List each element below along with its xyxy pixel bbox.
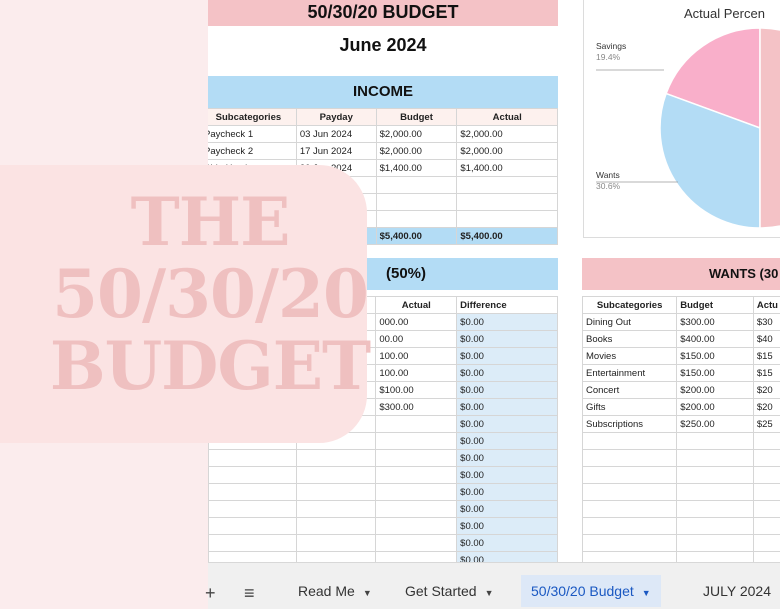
table-row[interactable]: Subscriptions $250.00 $25 (581, 415, 780, 433)
table-row[interactable]: $0.00 (208, 534, 558, 552)
wants-heading: WANTS (30 (582, 258, 780, 290)
table-row[interactable]: Dining Out $300.00 $30 (581, 313, 780, 331)
actual-percent-chart[interactable]: Actual Percen Savings 19.4% Wants 30.6% (583, 0, 780, 238)
table-row[interactable]: $0.00 (208, 517, 558, 535)
chevron-down-icon: ▼ (362, 588, 372, 598)
table-row[interactable] (581, 432, 780, 450)
table-row[interactable] (581, 483, 780, 501)
pie-chart-svg (596, 27, 780, 229)
table-row[interactable]: Books $400.00 $40 (581, 330, 780, 348)
tab-get-started[interactable]: Get Started ▼ (405, 583, 494, 599)
pie-pct-savings: 19.4% (596, 52, 621, 62)
table-row[interactable]: Concert $200.00 $20 (581, 381, 780, 399)
table-row[interactable] (581, 449, 780, 467)
plus-icon[interactable]: + (205, 583, 216, 603)
income-col-actual: Actual (456, 108, 558, 126)
table-row[interactable] (581, 517, 780, 535)
income-col-subcategories: Subcategories (208, 108, 297, 126)
table-row[interactable]: $0.00 (208, 449, 558, 467)
title-overlay-shape (0, 165, 367, 443)
overlay-line-ratio: 50/30/20 (52, 255, 369, 333)
income-col-payday: Payday (295, 108, 377, 126)
chevron-down-icon: ▼ (641, 588, 651, 598)
wants-col-budget: Budget (676, 296, 754, 314)
wants-col-subcategories: Subcategories (581, 296, 678, 314)
wants-table[interactable]: Subcategories Budget Actu Dining Out $300… (581, 296, 780, 562)
table-row[interactable]: Movies $150.00 $15 (581, 347, 780, 365)
pie-slice-wants[interactable] (659, 92, 761, 229)
table-row[interactable] (581, 551, 780, 562)
table-row[interactable]: Gifts $200.00 $20 (581, 398, 780, 416)
table-row[interactable]: Entertainment $150.00 $15 (581, 364, 780, 382)
hamburger-icon[interactable]: ≡ (244, 583, 255, 603)
pie-pct-wants: 30.6% (596, 181, 621, 191)
overlay-line-budget: BUDGET (49, 327, 371, 405)
tab-read-me[interactable]: Read Me ▼ (298, 583, 372, 599)
overlay-line-the: THE (130, 183, 291, 261)
income-heading: INCOME (208, 76, 558, 108)
table-row[interactable]: $0.00 (208, 500, 558, 518)
pie-label-wants: Wants (596, 170, 620, 180)
income-total-actual[interactable]: $5,400.00 (456, 227, 558, 245)
chart-title: Actual Percen (684, 6, 765, 21)
needs-col-difference: Difference (456, 296, 558, 314)
table-row[interactable] (581, 466, 780, 484)
table-row[interactable]: Paycheck 1 03 Jun 2024 $2,000.00 $2,000.00 (208, 125, 558, 143)
income-col-budget: Budget (375, 108, 458, 126)
pie-slice-needs[interactable] (759, 27, 780, 229)
overlay-headline: THE 50/30/20 BUDGET (0, 186, 420, 402)
tab-july-2024[interactable]: JULY 2024 (703, 583, 771, 599)
pie-slice-savings[interactable] (665, 27, 761, 130)
table-row[interactable]: Paycheck 2 17 Jun 2024 $2,000.00 $2,000.00 (208, 142, 558, 160)
budget-title: 50/30/20 BUDGET (208, 0, 558, 26)
month-label[interactable]: June 2024 (339, 35, 427, 55)
sheet-tab-bar: + ≡ Read Me ▼ Get Started ▼ 50/30/20 Budge… (205, 562, 780, 609)
pie-label-savings: Savings (596, 41, 627, 51)
wants-col-actual: Actu (752, 296, 780, 314)
income-total-budget[interactable]: $5,400.00 (375, 227, 458, 245)
table-row[interactable]: $0.00 (208, 551, 558, 562)
table-row[interactable]: $0.00 (208, 466, 558, 484)
table-row[interactable] (581, 534, 780, 552)
tab-50-30-20-budget[interactable]: 50/30/20 Budget ▼ (521, 575, 661, 607)
chevron-down-icon: ▼ (484, 588, 494, 598)
table-row[interactable]: $0.00 (208, 483, 558, 501)
table-row[interactable] (581, 500, 780, 518)
